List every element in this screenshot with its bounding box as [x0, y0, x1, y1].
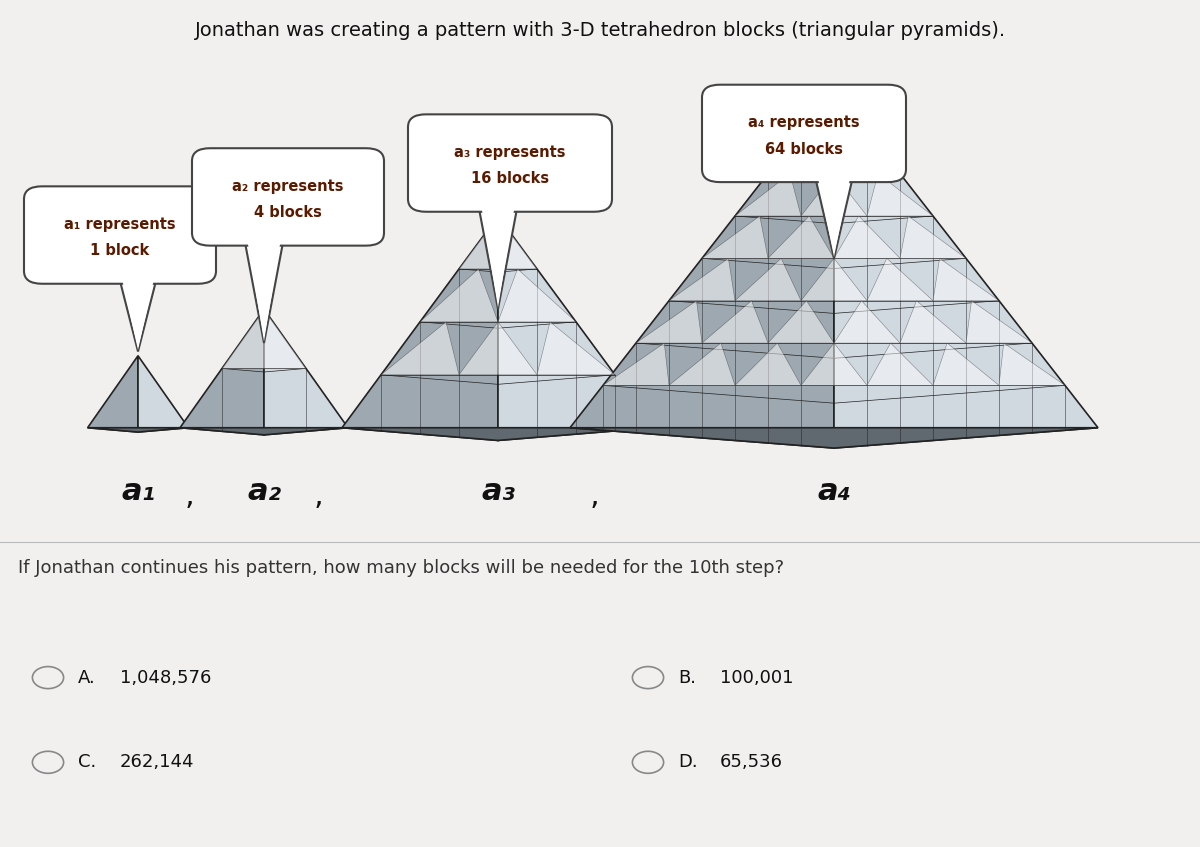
Polygon shape [866, 343, 934, 385]
Polygon shape [538, 322, 616, 374]
Polygon shape [934, 258, 998, 301]
Text: C.: C. [78, 753, 96, 772]
Polygon shape [138, 356, 188, 432]
Polygon shape [834, 89, 1098, 448]
Polygon shape [88, 356, 138, 432]
Text: a₂: a₂ [247, 477, 281, 506]
Polygon shape [998, 343, 1066, 385]
Text: ,: , [313, 481, 323, 510]
Text: 1 block: 1 block [90, 243, 150, 258]
Polygon shape [768, 131, 834, 174]
Polygon shape [476, 195, 520, 309]
Text: ,: , [589, 481, 599, 510]
Polygon shape [768, 301, 834, 343]
Polygon shape [702, 301, 768, 343]
Text: 4 blocks: 4 blocks [254, 205, 322, 220]
Polygon shape [180, 428, 348, 435]
Polygon shape [242, 229, 286, 343]
FancyBboxPatch shape [24, 186, 216, 284]
Polygon shape [458, 216, 538, 268]
Polygon shape [866, 174, 934, 216]
Text: a₄: a₄ [817, 477, 851, 506]
Polygon shape [222, 309, 306, 368]
Polygon shape [180, 309, 264, 435]
Polygon shape [670, 343, 734, 385]
Polygon shape [246, 232, 282, 341]
Polygon shape [458, 322, 538, 374]
Polygon shape [834, 216, 900, 258]
Polygon shape [570, 428, 1098, 448]
Polygon shape [382, 322, 458, 374]
Polygon shape [120, 270, 156, 350]
Text: If Jonathan continues his pattern, how many blocks will be needed for the 10th s: If Jonathan continues his pattern, how m… [18, 559, 784, 577]
Polygon shape [480, 198, 516, 307]
Text: B.: B. [678, 668, 696, 687]
Polygon shape [802, 89, 866, 131]
Polygon shape [834, 301, 900, 343]
Polygon shape [734, 258, 802, 301]
Polygon shape [734, 343, 802, 385]
Polygon shape [498, 216, 654, 440]
Polygon shape [570, 89, 834, 448]
Polygon shape [966, 301, 1032, 343]
Text: A.: A. [78, 668, 96, 687]
Text: ,: , [185, 481, 194, 510]
Polygon shape [866, 258, 934, 301]
Polygon shape [636, 301, 702, 343]
Polygon shape [498, 268, 576, 322]
Text: 65,536: 65,536 [720, 753, 784, 772]
Text: a₃: a₃ [481, 477, 515, 506]
Polygon shape [934, 343, 998, 385]
Polygon shape [602, 343, 670, 385]
Polygon shape [802, 343, 866, 385]
Polygon shape [116, 267, 160, 352]
Text: D.: D. [678, 753, 697, 772]
Text: a₁ represents: a₁ represents [64, 217, 176, 232]
Text: 1,048,576: 1,048,576 [120, 668, 211, 687]
Polygon shape [900, 216, 966, 258]
Polygon shape [768, 216, 834, 258]
Polygon shape [264, 309, 348, 435]
Text: 100,001: 100,001 [720, 668, 793, 687]
Polygon shape [342, 216, 498, 440]
FancyBboxPatch shape [192, 148, 384, 246]
Polygon shape [342, 428, 654, 440]
Text: 64 blocks: 64 blocks [766, 141, 842, 157]
Text: a₄ represents: a₄ represents [748, 115, 860, 130]
Text: Jonathan was creating a pattern with 3-D tetrahedron blocks (triangular pyramids: Jonathan was creating a pattern with 3-D… [194, 21, 1006, 40]
Polygon shape [900, 301, 966, 343]
Polygon shape [670, 258, 734, 301]
Polygon shape [734, 174, 802, 216]
Polygon shape [802, 174, 866, 216]
Polygon shape [816, 169, 852, 257]
FancyBboxPatch shape [408, 114, 612, 212]
Text: a₃ represents: a₃ represents [455, 145, 565, 160]
Polygon shape [834, 131, 900, 174]
Text: 16 blocks: 16 blocks [470, 171, 550, 186]
Polygon shape [88, 428, 188, 432]
Text: a₂ represents: a₂ represents [233, 179, 343, 194]
Polygon shape [420, 268, 498, 322]
Polygon shape [802, 258, 866, 301]
Text: 262,144: 262,144 [120, 753, 194, 772]
FancyBboxPatch shape [702, 85, 906, 182]
Polygon shape [812, 165, 856, 258]
Text: a₁: a₁ [121, 477, 155, 506]
Polygon shape [702, 216, 768, 258]
